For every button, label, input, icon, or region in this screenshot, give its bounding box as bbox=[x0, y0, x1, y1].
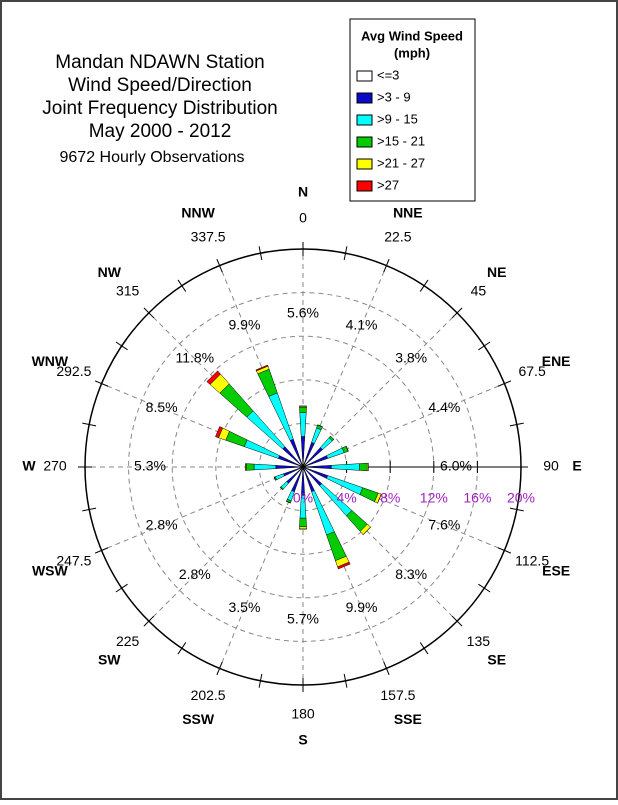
legend-swatch bbox=[357, 93, 372, 103]
direction-name: SSE bbox=[394, 711, 422, 727]
legend-title: Avg Wind Speed bbox=[361, 28, 463, 43]
direction-name: WSW bbox=[32, 563, 69, 579]
legend-title: (mph) bbox=[394, 45, 430, 60]
direction-name: NNW bbox=[181, 205, 215, 221]
legend-swatch bbox=[357, 137, 372, 147]
direction-name: SSW bbox=[182, 711, 215, 727]
title-line: Wind Speed/Direction bbox=[68, 75, 252, 96]
direction-name: ENE bbox=[542, 353, 571, 369]
angle-label: 90 bbox=[543, 458, 559, 474]
angle-label: 0 bbox=[299, 210, 307, 226]
direction-percent: 9.9% bbox=[346, 599, 378, 615]
angle-label: 315 bbox=[116, 282, 140, 298]
angle-label: 45 bbox=[471, 282, 487, 298]
subtitle: 9672 Hourly Observations bbox=[60, 149, 245, 166]
direction-name: S bbox=[298, 732, 307, 748]
legend: Avg Wind Speed (mph) <=3 >3 - 9 >9 - 15 >15… bbox=[350, 19, 475, 201]
angle-label: 225 bbox=[116, 633, 140, 649]
direction-percent: 2.8% bbox=[146, 516, 178, 532]
wedge-segment bbox=[299, 527, 306, 529]
direction-name: NE bbox=[487, 264, 506, 280]
legend-label: >3 - 9 bbox=[377, 89, 411, 104]
direction-name: WNW bbox=[32, 353, 69, 369]
wedge-segment bbox=[254, 464, 276, 470]
angle-label: 157.5 bbox=[380, 687, 415, 703]
radial-tick-label: 4% bbox=[336, 490, 356, 506]
radial-tick-label: 12% bbox=[420, 490, 448, 506]
legend-swatch bbox=[357, 159, 372, 169]
direction-percent: 2.8% bbox=[179, 566, 211, 582]
direction-percent: 4.1% bbox=[346, 316, 378, 332]
direction-percent: 8.5% bbox=[146, 399, 178, 415]
radial-tick-label: 0% bbox=[293, 490, 313, 506]
angle-label: 270 bbox=[43, 458, 67, 474]
wedge-segment bbox=[300, 413, 306, 437]
wedge-segment bbox=[246, 464, 254, 471]
direction-percent: 9.9% bbox=[228, 316, 260, 332]
direction-name: N bbox=[298, 184, 308, 200]
direction-percent: 5.7% bbox=[287, 611, 319, 627]
direction-percent: 4.4% bbox=[428, 399, 460, 415]
direction-percent: 5.3% bbox=[134, 458, 166, 474]
direction-percent: 5.6% bbox=[287, 305, 319, 321]
legend-label: >9 - 15 bbox=[377, 111, 418, 126]
direction-percent: 8.3% bbox=[395, 566, 427, 582]
radial-tick-label: 16% bbox=[463, 490, 491, 506]
legend-label: >21 - 27 bbox=[377, 155, 425, 170]
legend-label: >15 - 21 bbox=[377, 133, 425, 148]
angle-label: 180 bbox=[291, 706, 315, 722]
title-line: May 2000 - 2012 bbox=[89, 121, 232, 142]
title-line: Mandan NDAWN Station bbox=[55, 52, 264, 73]
legend-label: >27 bbox=[377, 177, 399, 192]
angle-label: 202.5 bbox=[191, 687, 226, 703]
radial-tick-label: 20% bbox=[507, 490, 535, 506]
direction-percent: 3.8% bbox=[395, 350, 427, 366]
angle-label: 135 bbox=[467, 633, 491, 649]
direction-percent: 11.8% bbox=[175, 350, 214, 366]
direction-percent: 7.6% bbox=[428, 516, 460, 532]
direction-name: E bbox=[572, 458, 581, 474]
direction-name: SE bbox=[487, 651, 506, 667]
direction-percent: 3.5% bbox=[228, 599, 260, 615]
angle-label: 22.5 bbox=[384, 229, 411, 245]
direction-name: W bbox=[22, 458, 36, 474]
legend-label: <=3 bbox=[377, 67, 399, 82]
direction-percent: 6.0% bbox=[440, 458, 472, 474]
legend-swatch bbox=[357, 181, 372, 191]
direction-name: NNE bbox=[393, 205, 423, 221]
direction-name: NW bbox=[98, 264, 122, 280]
wedge-segment bbox=[360, 463, 368, 471]
legend-swatch bbox=[357, 115, 372, 125]
legend-swatch bbox=[357, 71, 372, 81]
wedge-segment bbox=[299, 407, 306, 412]
direction-name: SW bbox=[98, 651, 121, 667]
direction-name: ESE bbox=[542, 563, 570, 579]
angle-label: 337.5 bbox=[191, 229, 226, 245]
wedge-segment bbox=[299, 518, 306, 527]
radial-tick-label: 8% bbox=[380, 490, 400, 506]
title-line: Joint Frequency Distribution bbox=[42, 98, 278, 119]
